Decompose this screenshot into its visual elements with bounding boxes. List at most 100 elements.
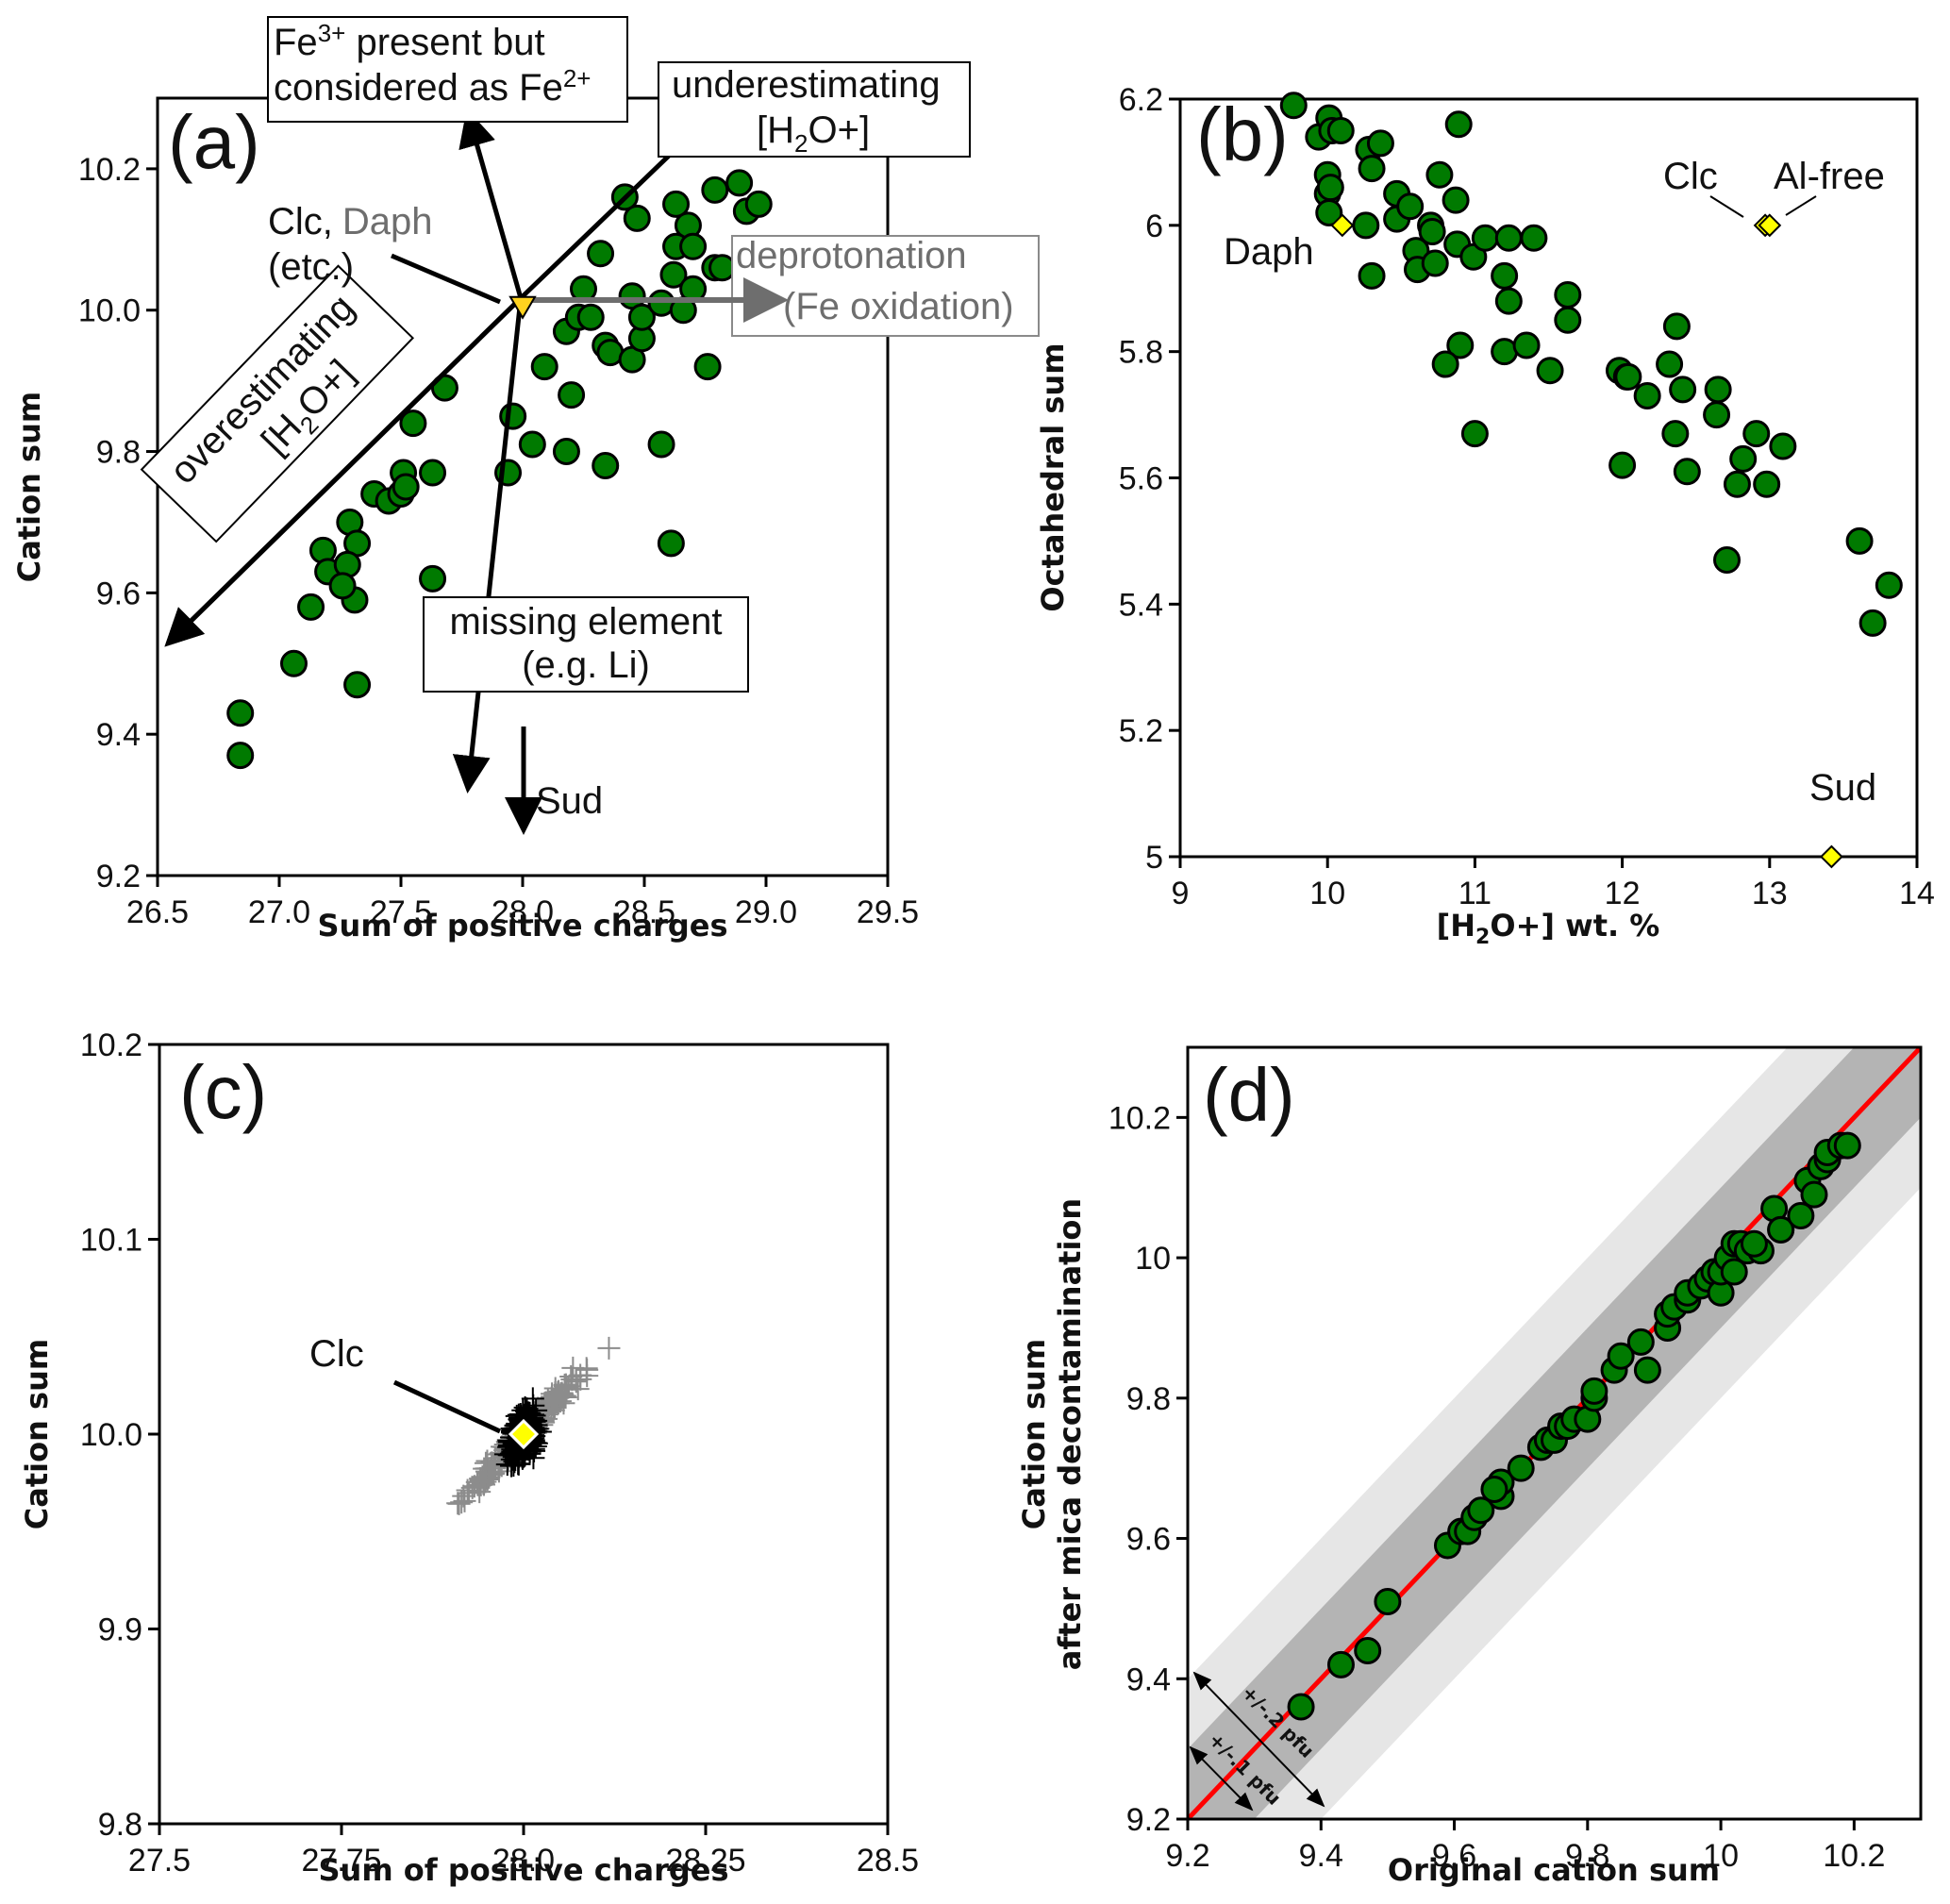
data-point: [1729, 444, 1758, 473]
underestimating-annotation-box: underestimating [H2O+]: [658, 61, 971, 158]
x-tick-label: 10: [1309, 876, 1345, 911]
data-point: [1608, 451, 1637, 479]
x-tick-label: 10: [1703, 1838, 1739, 1874]
overestimating-arrow-overlay: [164, 296, 523, 647]
data-point: [1607, 1342, 1635, 1370]
y-tick-label: 10.1: [80, 1223, 142, 1259]
x-tick-label: 27.5: [128, 1843, 191, 1879]
svg-text:(e.g. Li): (e.g. Li): [522, 644, 650, 686]
x-tick-label: 28.25: [665, 1843, 745, 1879]
data-point: [1753, 470, 1781, 498]
panel-b-axes: 9 10 11 12 13 14 5 5.2 5.4 5.6 5.8 6 6.2: [1119, 82, 1935, 911]
data-point: [659, 260, 688, 289]
data-point: [627, 303, 656, 331]
cloud-black-cross: [515, 1399, 539, 1423]
x-tick-label: 29.5: [857, 894, 919, 930]
data-point: [1396, 192, 1425, 221]
data-point: [1326, 116, 1355, 144]
x-tick-label: 28.5: [613, 894, 675, 930]
data-point: [226, 699, 255, 727]
data-point: [1767, 1215, 1795, 1244]
data-point: [1431, 350, 1459, 378]
data-point: [744, 190, 773, 218]
data-point: [1287, 1693, 1315, 1721]
data-point: [1669, 376, 1697, 404]
x-tick-label: 28.0: [492, 1843, 555, 1879]
data-point: [226, 742, 255, 770]
data-point: [1446, 331, 1475, 359]
data-point: [399, 409, 427, 438]
cloud-grey-cross: [462, 1475, 486, 1498]
panel-b-points: [1279, 92, 1903, 869]
y-tick-label: 10.0: [80, 1417, 142, 1453]
data-point: [1494, 224, 1523, 252]
panel-c-axes: 27.5 27.75 28.0 28.25 28.5 9.8 9.9 10.0 10.1 10.2: [80, 1027, 919, 1879]
x-tick-label: 11: [1458, 876, 1492, 911]
x-tick-label: 9.2: [1165, 1838, 1209, 1874]
panel-a-label: (a): [168, 100, 260, 184]
cloud-black-cross: [521, 1406, 544, 1429]
cloud-grey-cross: [447, 1492, 471, 1515]
data-point: [392, 473, 420, 501]
clc-label-c: Clc: [309, 1333, 364, 1375]
x-tick-label: 28.5: [857, 1843, 919, 1879]
data-point: [1358, 155, 1386, 183]
svg-text:(Fe oxidation): (Fe oxidation): [783, 286, 1014, 327]
data-point: [419, 564, 447, 593]
data-point: [1633, 1356, 1661, 1384]
panel-b-x-title: [H2O+] wt. %: [1437, 908, 1660, 949]
plot-frame: [1186, 1045, 1923, 1821]
band-2-arrow: [1192, 1671, 1325, 1808]
fe3-annotation-box: Fe3+ present but considered as Fe2+: [267, 16, 628, 123]
data-point: [623, 204, 651, 232]
data-point: [1352, 211, 1380, 240]
data-point: [1491, 338, 1519, 366]
panel-c-y-title: Cation sum: [19, 1339, 55, 1529]
data-point: [1315, 198, 1343, 226]
data-point: [1374, 1587, 1402, 1615]
panel-b-label: (b): [1196, 92, 1289, 176]
cloud-grey-cross: [569, 1367, 592, 1391]
data-point: [662, 190, 691, 218]
data-point: [1460, 420, 1489, 448]
panel-d: 9.2 9.4 9.6 9.8 10 10.2 9.2 9.4 9.6 9.8 10 10.2 (d)…: [1108, 1045, 1923, 1874]
data-point: [708, 254, 737, 282]
x-tick-label: 9.6: [1432, 1838, 1476, 1874]
svg-text:considered as Fe2+: considered as Fe2+: [274, 64, 592, 109]
x-tick-label: 26.5: [126, 894, 189, 930]
data-point: [1704, 376, 1732, 404]
data-point: [1787, 1201, 1815, 1229]
y-tick-label: 9.4: [96, 717, 141, 753]
svg-text:Fe3+ present but: Fe3+ present but: [274, 19, 545, 63]
data-point: [1358, 261, 1386, 290]
data-point: [693, 353, 722, 381]
data-point: [297, 593, 325, 621]
data-point: [328, 572, 357, 600]
y-tick-label: 5: [1145, 840, 1163, 876]
x-tick-label: 9.8: [1565, 1838, 1609, 1874]
data-point: [1800, 1180, 1828, 1209]
data-point: [1769, 432, 1797, 460]
cloud-grey-cross: [469, 1469, 492, 1492]
data-point: [1512, 331, 1541, 359]
clc-triangle-marker: [508, 295, 537, 320]
data-point: [1661, 420, 1690, 448]
y-tick-label: 5.2: [1119, 713, 1163, 749]
clc-diamond: [508, 1418, 540, 1450]
y-tick-label: 6: [1145, 209, 1163, 244]
x-tick-label: 27.0: [248, 894, 310, 930]
panel-b: 9 10 11 12 13 14 5 5.2 5.4 5.6 5.8 6 6.2 (b) Daph Clc…: [1119, 82, 1935, 911]
panel-d-label: (d): [1203, 1053, 1295, 1137]
panel-c: 27.5 27.75 28.0 28.25 28.5 9.8 9.9 10.0 10.1 10.2…: [80, 1027, 919, 1879]
end-member-label: Daph: [1224, 231, 1314, 273]
y-tick-label: 10.2: [80, 1027, 142, 1063]
end-member-diamond: [1330, 213, 1355, 238]
data-point: [1673, 458, 1701, 486]
svg-text:[H2O+]: [H2O+]: [757, 109, 870, 158]
panel-a-x-title: Sum of positive charges: [317, 908, 727, 944]
y-tick-label: 5.6: [1119, 461, 1163, 497]
etc-label: (etc.): [268, 246, 354, 288]
deprotonation-annotation-box: deprotonation (Fe oxidation): [731, 235, 1040, 337]
clc-leader-line: [391, 253, 501, 305]
